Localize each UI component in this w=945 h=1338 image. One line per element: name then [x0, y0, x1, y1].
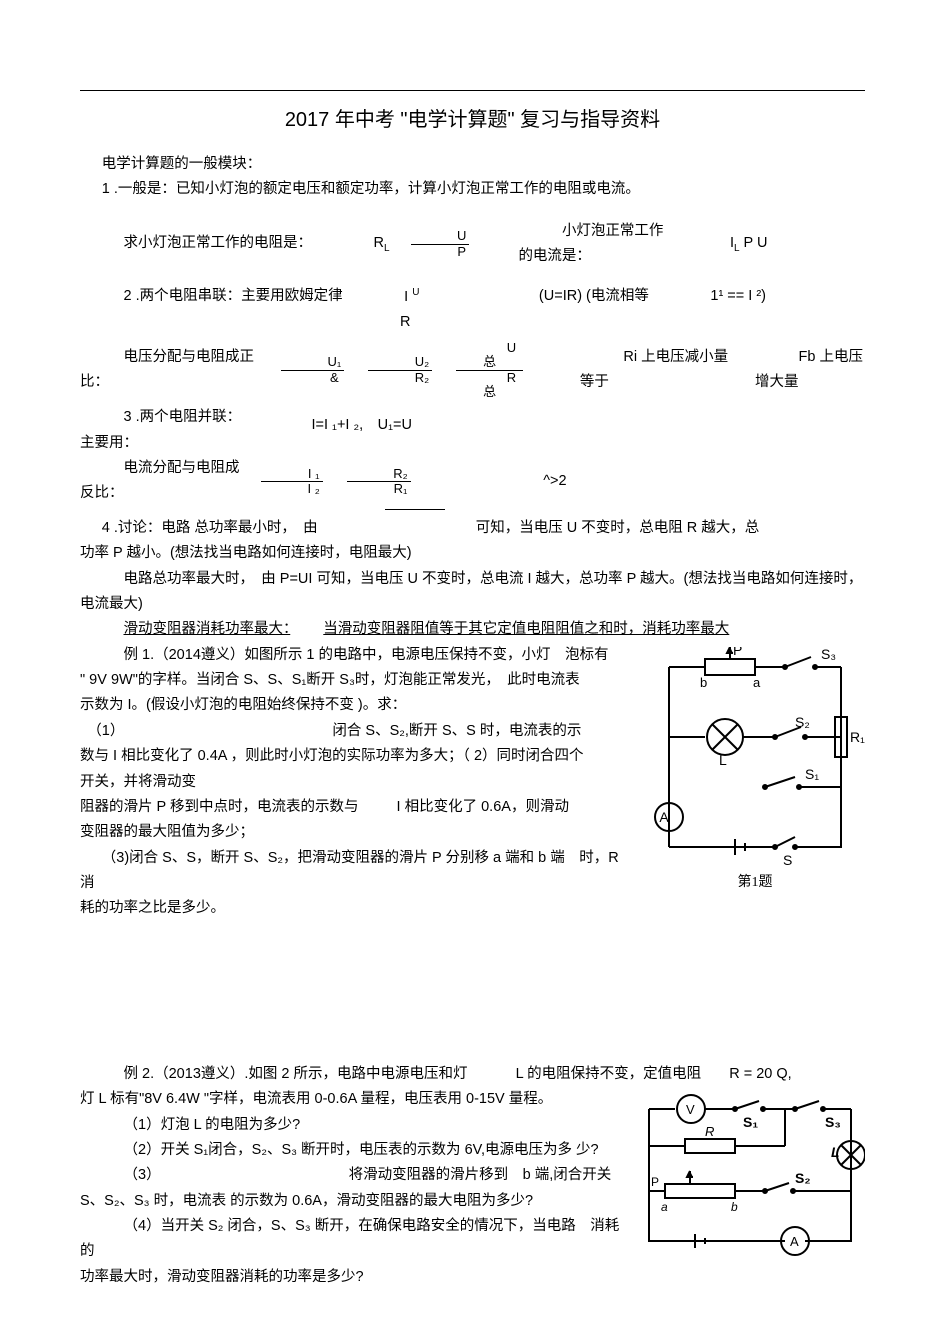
section-intro: 电学计算题的一般模块：: [80, 152, 865, 177]
tiny-rule: [385, 509, 445, 510]
ex1-line-j: 耗的功率之比是多少。: [80, 896, 865, 921]
label-V: V: [686, 1102, 695, 1117]
example-1-block: P S₃ b a S₂ L R₁ A S₁ S 第1题 例 1.（2014遵义）…: [80, 643, 865, 922]
label-L: L: [831, 1144, 840, 1160]
label-P: P: [733, 647, 742, 658]
symbol-rl: RL: [330, 231, 390, 257]
label-L: L: [719, 752, 727, 768]
ohm-desc: (U=IR) (电流相等: [495, 284, 648, 309]
symbol-il: IL P U: [686, 231, 767, 257]
label-S3: S₃: [821, 647, 836, 662]
caret-2: ^>2: [500, 469, 567, 494]
ohm-I: I U: [361, 284, 420, 310]
label-R: R: [705, 1124, 714, 1139]
circuit-diagram-1: P S₃ b a S₂ L R₁ A S₁ S: [645, 647, 865, 867]
module-2-row: 2 .两个电阻串联：主要用欧姆定律 I U (U=IR) (电流相等 1¹ ==…: [80, 284, 865, 310]
ohm-end: 1¹ == I ²): [667, 284, 766, 309]
document-page: 2017 年中考 "电学计算题" 复习与指导资料 电学计算题的一般模块： 1 .…: [0, 0, 945, 1338]
frac-i1-i2: I ₁ I ₂: [261, 467, 323, 497]
slider-power-b: 当滑动变阻器阻值等于其它定值电阻阻值之和时，消耗功率最大: [323, 621, 729, 637]
ohm-R: R: [400, 310, 865, 335]
label-S: S: [783, 852, 792, 867]
frac-u2-r2: U₂ R₂: [368, 355, 432, 385]
voltage-eq-left: Ri 上电压减小量等于: [580, 345, 737, 396]
example-2-block: 例 2.（2013遵义）.如图 2 所示，电路中电源电压和灯 L 的电阻保持不变…: [80, 1062, 865, 1290]
label-P2: P: [651, 1175, 659, 1189]
label-R1: R₁: [850, 729, 865, 745]
label-a2: a: [661, 1200, 668, 1214]
label-rl: 求小灯泡正常工作的电阻是：: [80, 231, 312, 256]
slider-power-a: 滑动变阻器消耗功率最大：: [124, 621, 291, 637]
figure-2-box: V S₁ S₃ R L P a b S₂ A: [635, 1091, 865, 1261]
label-S2b: S₂: [795, 1170, 811, 1186]
figure-1-caption: 第1题: [645, 871, 865, 891]
current-dist-row: 电流分配与电阻成反比： I ₁ I ₂ R₂ R₁ ^>2: [80, 456, 865, 507]
frac-uz-rz: U 总 R 总: [456, 341, 523, 399]
voltage-dist-label: 电压分配与电阻成正比：: [80, 345, 260, 396]
figure-1-box: P S₃ b a S₂ L R₁ A S₁ S 第1题: [645, 647, 865, 891]
module-2-label: 2 .两个电阻串联：主要用欧姆定律: [80, 284, 343, 309]
label-S2: S₂: [795, 714, 810, 730]
frac-r2-r1: R₂ R₁: [347, 467, 411, 497]
label-S1: S₁: [743, 1114, 758, 1130]
module-3-eq: I=I ₁+I ₂, U₁=U: [268, 413, 412, 438]
label-b: b: [700, 675, 707, 690]
label-A: A: [659, 809, 669, 825]
label-a: a: [753, 675, 761, 690]
module-1: 1 .一般是：已知小灯泡的额定电压和额定功率，计算小灯泡正常工作的电阻或电流。: [80, 177, 865, 202]
circuit-diagram-2: V S₁ S₃ R L P a b S₂ A: [635, 1091, 865, 1261]
vertical-spacer: [80, 922, 865, 1062]
voltage-dist-row: 电压分配与电阻成正比： U₁ & U₂ R₂ U 总 R 总 Ri 上电压减小量…: [80, 341, 865, 399]
module-3-label: 3 .两个电阻并联：主要用：: [80, 405, 250, 456]
label-il: 小灯泡正常工作的电流是：: [518, 219, 668, 270]
ex2-line-a: 例 2.（2013遵义）.如图 2 所示，电路中电源电压和灯 L 的电阻保持不变…: [80, 1062, 865, 1087]
label-S3: S₃: [825, 1114, 841, 1130]
frac-u1-amp: U₁ &: [281, 355, 344, 385]
fraction-u-p: U P: [411, 229, 470, 259]
module-4-a: 4 .讨论：电路 总功率最小时， 由 可知，当电压 U 不变时，总电阻 R 越大…: [80, 516, 865, 541]
ex2-line-h: 功率最大时，滑动变阻器消耗的功率是多少?: [80, 1265, 865, 1290]
module-4-c: 功率 P 越小。(想法找当电路如何连接时，电阻最大): [80, 541, 865, 566]
module-4-d: 电路总功率最大时， 由 P=UI 可知，当电压 U 不变时，总电流 I 越大，总…: [80, 567, 865, 618]
current-dist-label: 电流分配与电阻成反比：: [80, 456, 240, 507]
module-3-row: 3 .两个电阻并联：主要用： I=I ₁+I ₂, U₁=U: [80, 405, 865, 456]
tiny-rule-wrap: [385, 509, 865, 510]
formula-row-1: 求小灯泡正常工作的电阻是： RL U P 小灯泡正常工作的电流是： IL P U: [80, 219, 865, 270]
voltage-eq-right: Fb 上电压增大量: [755, 345, 865, 396]
label-S1: S₁: [805, 766, 819, 782]
label-b2: b: [731, 1200, 738, 1214]
label-A2: A: [790, 1234, 799, 1249]
slider-power-line: 滑动变阻器消耗功率最大： 当滑动变阻器阻值等于其它定值电阻阻值之和时，消耗功率最…: [80, 617, 865, 642]
top-rule: [80, 90, 865, 91]
document-title: 2017 年中考 "电学计算题" 复习与指导资料: [80, 103, 865, 132]
